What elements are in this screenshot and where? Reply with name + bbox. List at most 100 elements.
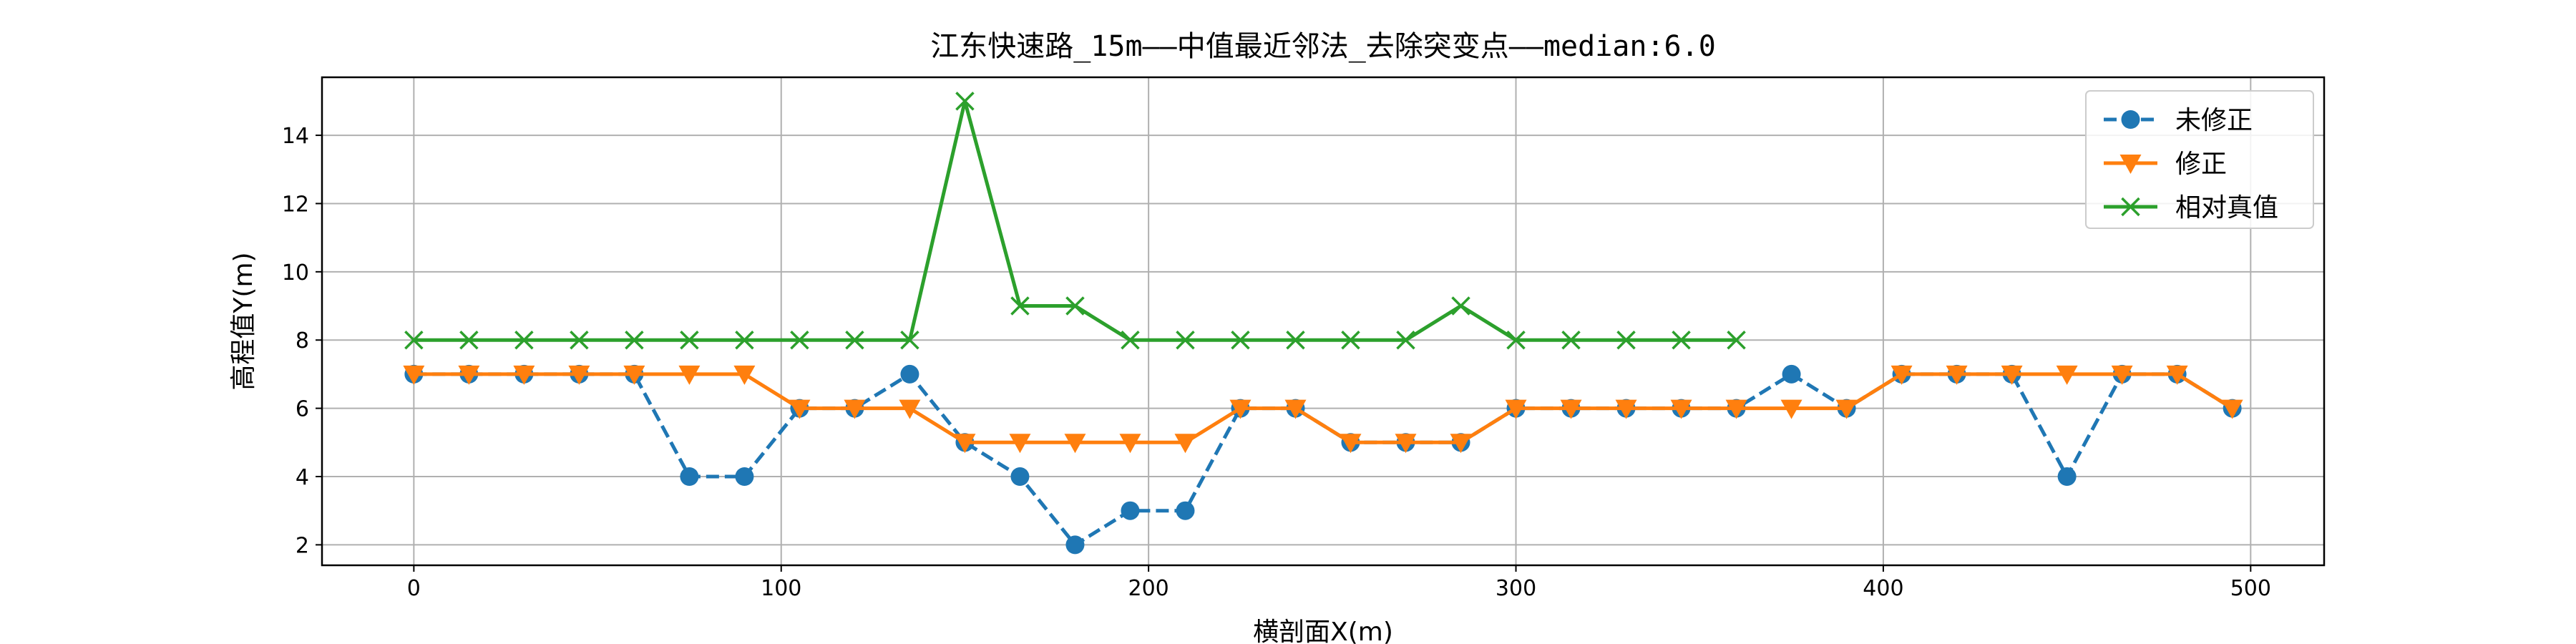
data-point — [2221, 399, 2243, 419]
data-point — [1505, 399, 1527, 419]
data-point — [458, 365, 480, 385]
data-point — [2057, 467, 2077, 486]
y-axis-label: 高程值Y(m) — [229, 252, 258, 390]
data-point — [1064, 434, 1086, 454]
legend-label: 未修正 — [2175, 106, 2253, 135]
data-point — [845, 330, 864, 350]
data-point — [733, 365, 756, 385]
data-point — [1231, 330, 1250, 350]
data-point — [1176, 501, 1195, 520]
data-point — [790, 330, 809, 350]
axis-ticks: 0 100 200 300 400 500 2 4 6 8 10 12 14 — [282, 124, 2271, 601]
data-point — [404, 330, 424, 350]
y-tick-label: 10 — [282, 260, 309, 286]
series-0 — [404, 364, 2242, 555]
data-point — [1395, 434, 1417, 454]
grid-lines — [322, 77, 2324, 565]
data-point — [899, 399, 921, 419]
data-point — [514, 330, 534, 350]
x-tick-label: 100 — [761, 576, 801, 601]
data-point — [1451, 296, 1470, 316]
data-point — [1450, 434, 1472, 454]
data-point — [570, 330, 589, 350]
data-point — [1725, 399, 1747, 419]
data-point — [1010, 467, 1030, 486]
data-point — [2056, 365, 2078, 385]
data-point — [1229, 399, 1252, 419]
data-point — [1670, 399, 1692, 419]
data-point — [955, 92, 975, 111]
x-tick-label: 200 — [1128, 576, 1169, 601]
data-point — [1396, 330, 1415, 350]
y-tick-label: 12 — [282, 192, 309, 217]
data-point — [1616, 330, 1636, 350]
data-point — [735, 467, 754, 486]
data-point — [625, 330, 644, 350]
data-point — [680, 330, 699, 350]
y-tick-label: 2 — [296, 533, 309, 558]
legend-label: 相对真值 — [2175, 193, 2278, 223]
data-point — [1615, 399, 1637, 419]
data-point — [1890, 365, 1913, 385]
data-point — [1174, 434, 1196, 454]
series-2 — [404, 92, 1746, 350]
data-point — [1341, 330, 1360, 350]
series-1 — [403, 365, 2243, 454]
data-point — [568, 365, 590, 385]
data-point — [2001, 365, 2023, 385]
y-tick-label: 14 — [282, 124, 309, 149]
x-axis-label: 横剖面X(m) — [1253, 618, 1393, 644]
y-tick-label: 4 — [296, 465, 309, 490]
data-point — [1727, 330, 1746, 350]
data-point — [623, 365, 645, 385]
data-point — [1286, 330, 1305, 350]
legend-label: 修正 — [2175, 150, 2227, 179]
data-point — [678, 365, 701, 385]
data-point — [1284, 399, 1307, 419]
x-tick-label: 500 — [2230, 576, 2271, 601]
data-point — [954, 434, 976, 454]
plot-series — [403, 92, 2243, 555]
y-tick-label: 8 — [296, 328, 309, 353]
data-point — [1780, 399, 1802, 419]
data-point — [1340, 434, 1362, 454]
data-point — [1560, 399, 1582, 419]
legend-box — [2085, 90, 2314, 229]
data-point — [1065, 535, 1085, 555]
data-point — [900, 364, 919, 384]
legend-marker — [2121, 197, 2140, 217]
data-point — [1009, 434, 1031, 454]
series-line — [414, 372, 2233, 547]
data-point — [900, 330, 919, 350]
data-point — [513, 365, 535, 385]
data-point — [459, 330, 479, 350]
data-point — [1065, 296, 1085, 316]
legend-marker — [2119, 155, 2142, 174]
data-point — [680, 467, 699, 486]
data-point — [1010, 296, 1030, 316]
data-point — [1561, 330, 1581, 350]
data-point — [1176, 330, 1195, 350]
data-point — [2166, 365, 2188, 385]
x-tick-label: 0 — [407, 576, 421, 601]
data-point — [1121, 330, 1140, 350]
data-point — [1506, 330, 1526, 350]
x-tick-label: 300 — [1496, 576, 1536, 601]
x-tick-label: 400 — [1863, 576, 1903, 601]
data-point — [1672, 330, 1691, 350]
plot-frame — [321, 76, 2326, 567]
data-point — [1946, 365, 1968, 385]
data-point — [735, 330, 754, 350]
data-point — [403, 365, 425, 385]
data-point — [1835, 399, 1858, 419]
series-line — [414, 372, 2233, 444]
data-point — [2111, 365, 2133, 385]
chart-title: 江东快速路_15m——中值最近邻法_去除突变点——median:6.0 — [930, 30, 1716, 63]
y-tick-label: 6 — [296, 397, 309, 422]
data-point — [1119, 434, 1141, 454]
data-point — [789, 399, 811, 419]
